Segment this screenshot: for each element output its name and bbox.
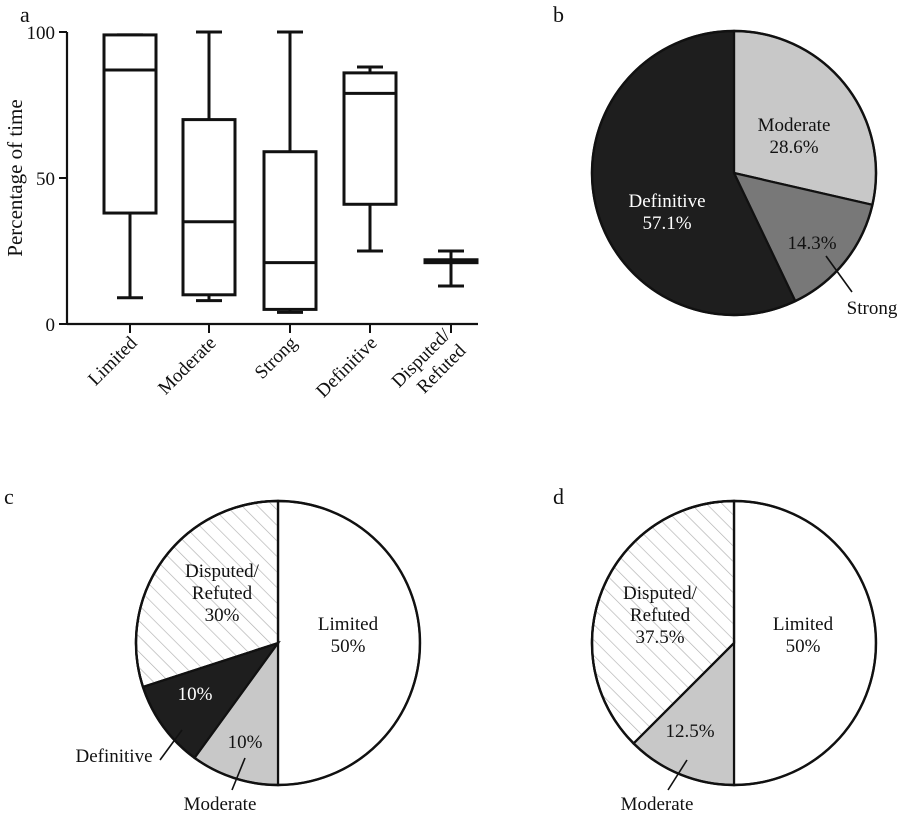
panel-letter-b: b <box>553 2 564 27</box>
panel-a-box-plot: 0 50 100 Percentage of time Limited Moderate S… <box>3 23 479 407</box>
label-pointer-line <box>825 255 853 293</box>
panel-d-pie-chart: Limited 50% 12.5% Moderate Disputed/Refuted 3… <box>590 499 878 815</box>
box-iqr <box>181 118 237 297</box>
slice-label-moderate: Moderate 28.6% <box>758 115 831 158</box>
x-tick-label: Definitive <box>312 333 381 402</box>
x-tick-label-group: Moderate <box>154 333 220 399</box>
box-3 <box>262 30 318 314</box>
y-tick-label: 0 <box>46 315 56 336</box>
box-5 <box>423 249 479 288</box>
pie-outline <box>134 499 422 787</box>
y-tick-label: 50 <box>36 169 55 190</box>
x-tick-label: Limited <box>84 332 142 390</box>
box-iqr <box>262 150 318 311</box>
slice-value-moderate: 12.5% <box>665 721 714 742</box>
label-pointer-line <box>231 757 246 791</box>
x-tick-label: Strong <box>251 332 302 383</box>
label-pointer-line <box>667 759 688 791</box>
pie-outline <box>590 29 878 317</box>
slice-label-definitive: Definitive 57.1% <box>628 191 705 234</box>
slice-value-moderate: 10% <box>228 732 263 753</box>
panel-letter-d: d <box>553 484 564 509</box>
x-tick-label-group: Strong <box>251 332 302 383</box>
box-1 <box>102 33 158 300</box>
box-iqr <box>102 33 158 215</box>
y-axis-title: Percentage of time <box>3 99 27 256</box>
x-tick-label-group: Disputed/Refuted <box>388 324 471 407</box>
slice-name-strong: Strong <box>847 298 898 319</box>
slice-name-moderate: Moderate <box>621 794 694 815</box>
slice-label-limited: Limited 50% <box>318 614 379 657</box>
slice-label-limited: Limited 50% <box>773 614 834 657</box>
x-tick-label-group: Definitive <box>312 333 381 402</box>
x-tick-label: Moderate <box>154 333 220 399</box>
panel-b-pie-chart: Moderate 28.6% 14.3% Strong Definitive 57.1% <box>590 29 898 319</box>
label-pointer-line <box>159 729 183 761</box>
y-tick-label: 100 <box>27 23 56 44</box>
slice-value-definitive: 10% <box>178 684 213 705</box>
box-2 <box>181 30 237 303</box>
panel-letter-c: c <box>4 484 14 509</box>
slice-label-disputed-refuted: Disputed/Refuted 30% <box>185 561 260 626</box>
panel-letter-a: a <box>20 2 30 27</box>
x-tick-label-group: Limited <box>84 332 142 390</box>
x-tick-label: Disputed/Refuted <box>388 324 471 407</box>
box-4 <box>342 65 398 253</box>
slice-name-definitive: Definitive <box>75 746 152 767</box>
slice-name-moderate: Moderate <box>184 794 257 815</box>
slice-label-disputed-refuted: Disputed/Refuted 37.5% <box>623 583 698 648</box>
slice-value-strong: 14.3% <box>787 233 836 254</box>
panel-c-pie-chart: Limited 50% 10% Moderate 10% Definitive Disput… <box>75 499 422 815</box>
pie-outline <box>590 499 878 787</box>
